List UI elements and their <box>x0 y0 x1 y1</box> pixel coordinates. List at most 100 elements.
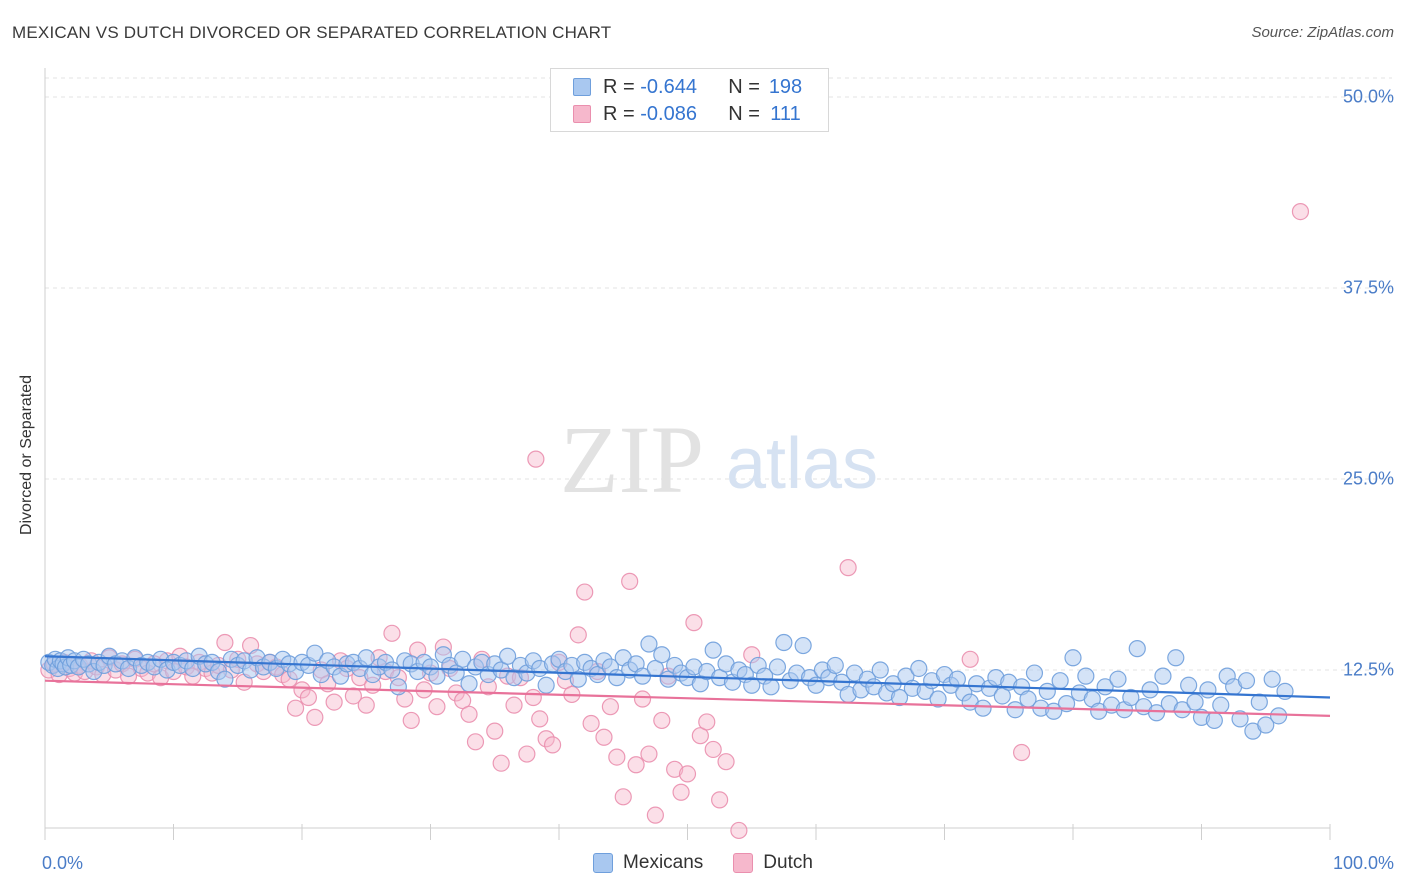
mexicans-point-162 <box>1038 682 1056 700</box>
mexicans-point-187 <box>1199 681 1217 699</box>
x-tick-label-0: 0.0% <box>42 853 84 873</box>
mexicans-point-119 <box>762 678 780 696</box>
mexicans-point-188 <box>1205 711 1223 730</box>
mexicans-point-116 <box>743 676 761 694</box>
dutch-point-77 <box>524 688 542 707</box>
dutch-point-97 <box>653 711 671 730</box>
chart-title: MEXICAN VS DUTCH DIVORCED OR SEPARATED C… <box>12 23 612 42</box>
trend-lines <box>44 655 1331 717</box>
dutch-point-79 <box>537 730 555 748</box>
mexicans-n-label: N = <box>728 75 766 98</box>
legend-row-mexicans: R = -0.644 N = 198 <box>573 74 806 100</box>
y-axis-label: Divorced or Separated <box>18 374 35 536</box>
mexicans-point-72 <box>460 675 478 693</box>
mexicans-point-173 <box>1109 670 1127 688</box>
watermark-zip: ZIP <box>560 406 704 513</box>
mexicans-point-179 <box>1147 704 1166 722</box>
mexicans-point-110 <box>704 641 722 659</box>
dutch-point-71 <box>486 722 504 740</box>
mexicans-point-120 <box>768 658 787 676</box>
dutch-point-74 <box>505 696 523 714</box>
dutch-point-110 <box>1291 203 1310 221</box>
mexicans-point-48 <box>306 644 324 662</box>
dutch-point-108 <box>730 821 748 840</box>
mexicans-point-176 <box>1128 640 1146 658</box>
mexicans-point-100 <box>640 635 658 653</box>
mexicans-trend-line <box>44 655 1331 699</box>
mexicans-point-49 <box>312 665 330 684</box>
series-legend: Mexicans Dutch <box>0 852 1406 874</box>
dutch-point-106 <box>711 791 729 809</box>
dutch-point-112 <box>839 559 857 577</box>
dutch-point-62 <box>428 698 446 716</box>
mexicans-point-180 <box>1154 667 1172 685</box>
mexicans-point-193 <box>1237 672 1256 690</box>
mexicans-point-71 <box>454 650 472 668</box>
dutch-point-96 <box>646 806 664 824</box>
mexicans-point-152 <box>974 699 992 717</box>
mexicans-point-182 <box>1167 649 1185 667</box>
mexicans-point-78 <box>499 647 517 665</box>
legend-item-dutch[interactable]: Dutch <box>733 852 813 874</box>
dutch-point-90 <box>608 748 626 766</box>
mexicans-point-184 <box>1180 676 1198 694</box>
mexicans-point-189 <box>1212 696 1230 714</box>
mexicans-point-166 <box>1064 649 1082 667</box>
mexicans-point-102 <box>653 646 671 664</box>
dutch-point-105 <box>704 740 722 759</box>
dutch-point-51 <box>357 696 375 714</box>
dutch-point-46 <box>325 693 343 711</box>
mexicans-point-84 <box>537 676 555 694</box>
mexicans-point-60 <box>383 661 401 679</box>
dutch-r-label: R = <box>603 102 641 125</box>
mexicans-point-164 <box>1051 672 1069 690</box>
mexicans-point-89 <box>569 670 587 688</box>
mexicans-point-192 <box>1231 710 1249 728</box>
mexicans-r-label: R = <box>603 75 641 98</box>
dutch-point-42 <box>299 688 318 707</box>
dutch-point-29 <box>216 633 234 652</box>
mexicans-point-183 <box>1173 701 1191 719</box>
watermark-atlas: atlas <box>726 424 878 504</box>
mexicans-point-34 <box>216 670 234 688</box>
dutch-point-101 <box>678 765 697 783</box>
dutch-point-107 <box>717 753 735 771</box>
mexicans-point-157 <box>1006 701 1024 719</box>
dutch-point-114 <box>961 650 979 668</box>
y-tick-label-25: 25.0% <box>1342 468 1394 489</box>
dutch-points <box>40 203 1310 840</box>
dutch-trend-line <box>44 679 1331 717</box>
mexicans-point-196 <box>1257 716 1275 734</box>
mexicans-point-142 <box>910 659 928 678</box>
mexicans-point-178 <box>1141 681 1159 699</box>
mexicans-point-160 <box>1025 664 1044 682</box>
dutch-point-95 <box>640 745 658 763</box>
dutch-point-89 <box>601 698 620 716</box>
mexicans-point-198 <box>1269 707 1288 725</box>
source-label: Source: ZipAtlas.com <box>1251 24 1394 41</box>
mexicans-point-129 <box>826 656 844 675</box>
mexicans-point-121 <box>775 633 793 652</box>
dutch-point-104 <box>698 713 716 731</box>
dutch-point-72 <box>492 754 510 772</box>
mexicans-point-136 <box>871 661 889 679</box>
mexicans-point-197 <box>1263 670 1281 688</box>
x-tick-label-100: 100.0% <box>1332 853 1394 873</box>
dutch-n-value: 111 <box>770 102 801 125</box>
mexicans-swatch <box>573 78 591 96</box>
dutch-point-113 <box>1012 743 1031 762</box>
dutch-swatch <box>573 105 591 123</box>
dutch-point-49 <box>344 687 362 705</box>
mexicans-point-145 <box>929 690 947 708</box>
dutch-point-99 <box>666 760 684 778</box>
gridlines <box>45 77 1392 671</box>
dutch-point-85 <box>576 583 594 601</box>
dutch-point-88 <box>595 728 613 746</box>
mexicans-point-195 <box>1250 693 1268 711</box>
legend-item-mexicans[interactable]: Mexicans <box>593 852 703 874</box>
dutch-point-103 <box>691 727 709 745</box>
dutch-point-111 <box>527 450 545 468</box>
legend-swatch-mexicans <box>593 853 614 873</box>
dutch-point-76 <box>518 745 536 763</box>
